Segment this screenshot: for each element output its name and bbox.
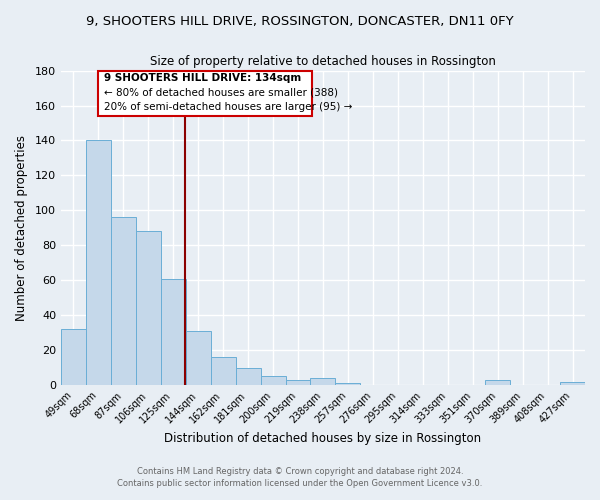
X-axis label: Distribution of detached houses by size in Rossington: Distribution of detached houses by size … bbox=[164, 432, 482, 445]
Bar bbox=[161, 278, 186, 385]
Text: 9 SHOOTERS HILL DRIVE: 134sqm: 9 SHOOTERS HILL DRIVE: 134sqm bbox=[104, 73, 301, 83]
Bar bbox=[560, 382, 585, 385]
Bar bbox=[186, 331, 211, 385]
Bar bbox=[236, 368, 260, 385]
Bar bbox=[310, 378, 335, 385]
Y-axis label: Number of detached properties: Number of detached properties bbox=[15, 135, 28, 321]
Bar bbox=[61, 330, 86, 385]
Title: Size of property relative to detached houses in Rossington: Size of property relative to detached ho… bbox=[150, 55, 496, 68]
Bar bbox=[211, 357, 236, 385]
Text: Contains HM Land Registry data © Crown copyright and database right 2024.
Contai: Contains HM Land Registry data © Crown c… bbox=[118, 466, 482, 487]
Bar bbox=[485, 380, 510, 385]
FancyBboxPatch shape bbox=[98, 70, 313, 116]
Bar bbox=[136, 232, 161, 385]
Text: ← 80% of detached houses are smaller (388): ← 80% of detached houses are smaller (38… bbox=[104, 88, 338, 98]
Bar bbox=[286, 380, 310, 385]
Bar bbox=[260, 376, 286, 385]
Bar bbox=[335, 384, 361, 385]
Bar bbox=[111, 218, 136, 385]
Bar bbox=[86, 140, 111, 385]
Text: 20% of semi-detached houses are larger (95) →: 20% of semi-detached houses are larger (… bbox=[104, 102, 352, 112]
Text: 9, SHOOTERS HILL DRIVE, ROSSINGTON, DONCASTER, DN11 0FY: 9, SHOOTERS HILL DRIVE, ROSSINGTON, DONC… bbox=[86, 15, 514, 28]
